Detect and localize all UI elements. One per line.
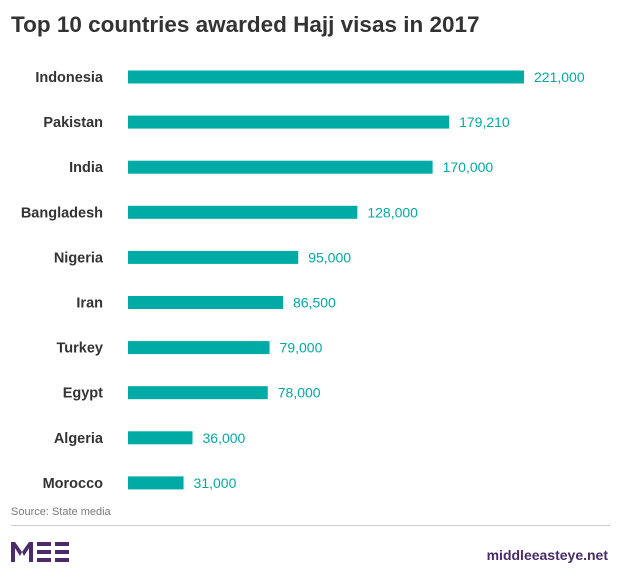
value-label: 86,500 xyxy=(293,295,336,311)
category-label: India xyxy=(69,160,104,176)
value-label: 128,000 xyxy=(367,204,418,220)
bar xyxy=(128,476,184,490)
mee-logo-icon xyxy=(11,542,69,562)
value-label: 31,000 xyxy=(194,475,237,491)
bar xyxy=(128,205,358,219)
value-label: 170,000 xyxy=(443,159,494,175)
value-label: 221,000 xyxy=(534,69,585,85)
category-label: Egypt xyxy=(63,386,103,402)
value-label: 36,000 xyxy=(203,430,246,446)
category-label: Bangladesh xyxy=(21,205,103,221)
source-note: Source: State media xyxy=(11,506,111,518)
category-label: Algeria xyxy=(54,431,104,447)
bar xyxy=(128,160,433,174)
category-label: Pakistan xyxy=(43,115,103,131)
value-label: 78,000 xyxy=(278,385,321,401)
category-label: Morocco xyxy=(43,476,104,492)
bar xyxy=(128,296,283,309)
bar xyxy=(128,70,524,84)
bar xyxy=(128,386,268,400)
value-label: 79,000 xyxy=(280,340,323,356)
bar-chart: Indonesia 221,000 Pakistan 179,210 India 170,… xyxy=(21,69,585,492)
category-label: Nigeria xyxy=(54,250,104,266)
bar xyxy=(128,250,299,264)
bar xyxy=(128,341,270,355)
footer-divider xyxy=(11,525,610,526)
bar xyxy=(128,115,450,129)
bar xyxy=(128,431,193,445)
chart-title: Top 10 countries awarded Hajj visas in 2… xyxy=(11,12,480,37)
value-label: 179,210 xyxy=(459,114,510,130)
site-name: middleeasteye.net xyxy=(486,547,608,563)
value-label: 95,000 xyxy=(308,249,351,265)
category-label: Iran xyxy=(76,296,103,312)
category-label: Turkey xyxy=(57,341,103,357)
category-label: Indonesia xyxy=(35,70,104,86)
